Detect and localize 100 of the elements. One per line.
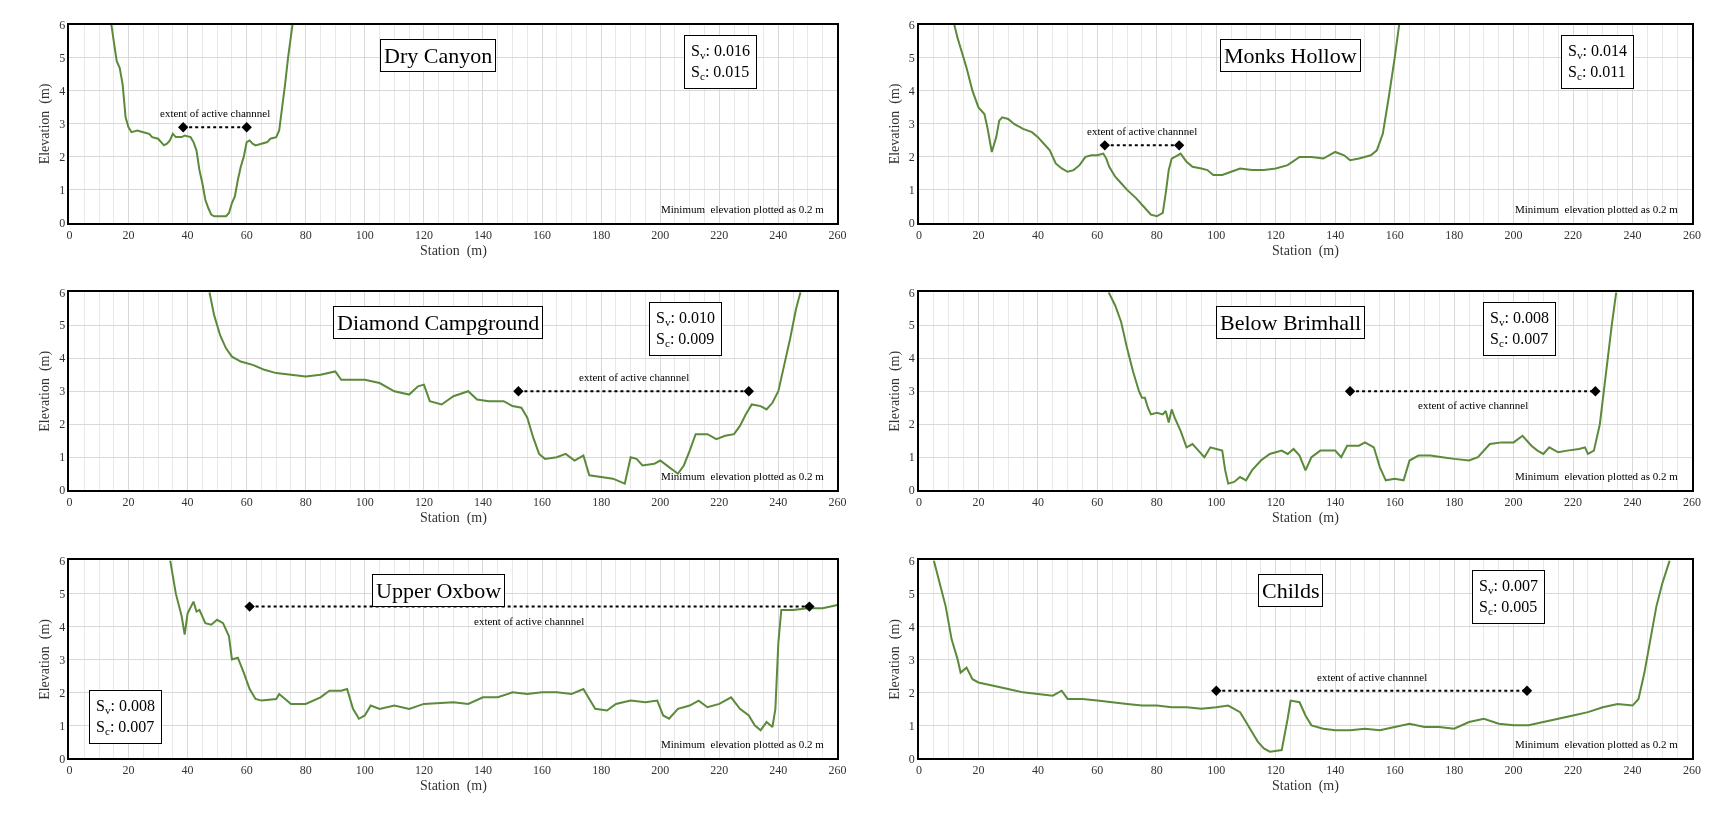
text: Monks Hollow	[1224, 43, 1357, 68]
annotation: extent of active channnel	[1317, 671, 1428, 683]
y-tick-label: 3	[908, 117, 915, 132]
text: Diamond Campground	[337, 310, 540, 335]
y-tick-label: 4	[908, 351, 915, 366]
y-tick-label: 0	[59, 751, 66, 766]
line-series	[110, 24, 294, 218]
x-tick-label: 20	[972, 495, 985, 510]
y-axis-title: Elevation (m)	[37, 350, 54, 432]
y-tick-label: 3	[59, 384, 66, 399]
y-tick-label: 2	[908, 417, 915, 432]
x-tick-label: 100	[355, 763, 374, 778]
text: Childs	[1262, 578, 1320, 603]
y-tick-label: 5	[908, 318, 915, 333]
y-tick-label: 5	[59, 586, 66, 601]
x-tick-label: 60	[240, 495, 253, 510]
x-tick-label: 240	[1623, 495, 1642, 510]
x-tick-label: 220	[710, 495, 729, 510]
y-tick-label: 4	[908, 84, 915, 99]
x-tick-label: 260	[828, 763, 847, 778]
y-tick-label: 1	[59, 450, 66, 465]
x-tick-label: 100	[355, 495, 374, 510]
x-tick-label: 40	[1031, 228, 1044, 243]
y-tick-label: 0	[59, 483, 66, 498]
x-tick-label: 180	[1445, 495, 1464, 510]
y-tick-label: 6	[908, 18, 915, 33]
line-series	[932, 560, 1671, 753]
x-tick-label: 80	[299, 495, 312, 510]
x-tick-label: 100	[1207, 228, 1226, 243]
y-tick-label: 1	[908, 718, 915, 733]
y-tick-label: 2	[59, 417, 66, 432]
y-tick-label: 6	[59, 285, 66, 300]
x-axis-title: Station (m)	[1272, 778, 1340, 795]
annotation: Minimum elevation plotted as 0.2 m	[661, 470, 825, 482]
x-axis-title: Station (m)	[419, 242, 488, 259]
x-tick-label: 80	[299, 763, 312, 778]
x-tick-label: 140	[473, 228, 492, 243]
x-tick-label: 140	[1326, 495, 1345, 510]
x-tick-label: 180	[592, 763, 611, 778]
x-tick-label: 60	[1091, 763, 1104, 778]
x-tick-label: 40	[181, 495, 194, 510]
x-tick-label: 220	[1564, 763, 1583, 778]
x-tick-label: 200	[651, 495, 670, 510]
x-tick-label: 240	[769, 228, 788, 243]
annotation: Minimum elevation plotted as 0.2 m	[1515, 470, 1679, 482]
y-tick-label: 2	[908, 150, 915, 165]
x-tick-label: 260	[1683, 495, 1702, 510]
x-tick-label: 120	[1266, 495, 1285, 510]
y-tick-label: 5	[908, 586, 915, 601]
x-tick-label: 60	[240, 228, 253, 243]
x-tick-label: 200	[651, 763, 670, 778]
x-tick-label: 40	[181, 228, 194, 243]
x-tick-label: 80	[1150, 763, 1163, 778]
text: Dry Canyon	[384, 43, 493, 68]
x-tick-label: 160	[1385, 763, 1404, 778]
x-tick-label: 200	[1504, 495, 1523, 510]
x-tick-label: 40	[1031, 495, 1044, 510]
x-tick-label: 160	[1385, 228, 1404, 243]
x-tick-label: 60	[1091, 228, 1104, 243]
x-tick-label: 40	[1031, 763, 1044, 778]
y-tick-label: 4	[908, 619, 915, 634]
y-tick-label: 3	[908, 652, 915, 667]
annotation: extent of active channnel	[474, 615, 585, 627]
annotation: S$_{v}$: 0.008 S$_{c}$: 0.007	[96, 697, 155, 738]
y-tick-label: 0	[59, 216, 66, 231]
text: Below Brimhall	[1220, 310, 1362, 335]
y-tick-label: 3	[59, 117, 66, 132]
annotation: extent of active channnel	[1418, 399, 1529, 411]
y-tick-label: 5	[908, 51, 915, 66]
y-tick-label: 4	[59, 619, 66, 634]
x-tick-label: 200	[1504, 763, 1523, 778]
y-tick-label: 2	[908, 685, 915, 700]
y-tick-label: 6	[59, 553, 66, 568]
x-tick-label: 180	[1445, 763, 1464, 778]
x-tick-label: 240	[769, 763, 788, 778]
x-tick-label: 180	[1445, 228, 1464, 243]
y-tick-label: 0	[908, 751, 915, 766]
x-tick-label: 220	[1564, 495, 1583, 510]
x-tick-label: 120	[1266, 228, 1285, 243]
y-tick-label: 6	[908, 553, 915, 568]
x-tick-label: 120	[414, 763, 433, 778]
y-tick-label: 3	[59, 652, 66, 667]
x-tick-label: 20	[122, 763, 135, 778]
annotation: Minimum elevation plotted as 0.2 m	[1515, 203, 1679, 215]
y-tick-label: 4	[59, 351, 66, 366]
y-tick-label: 1	[908, 450, 915, 465]
y-tick-label: 4	[59, 84, 66, 99]
y-tick-label: 2	[59, 685, 66, 700]
x-tick-label: 20	[122, 228, 135, 243]
annotation: Minimum elevation plotted as 0.2 m	[661, 738, 825, 750]
annotation: extent of active channnel	[579, 371, 690, 383]
annotation: Minimum elevation plotted as 0.2 m	[1515, 738, 1679, 750]
annotation: S$_{v}$: 0.014 S$_{c}$: 0.011	[1568, 42, 1627, 83]
annotation: S$_{v}$: 0.008 S$_{c}$: 0.007	[1490, 309, 1549, 350]
y-tick-label: 6	[908, 285, 915, 300]
x-tick-label: 260	[828, 495, 847, 510]
y-axis-title: Elevation (m)	[886, 618, 903, 700]
y-axis-title: Elevation (m)	[37, 83, 54, 165]
x-tick-label: 80	[1150, 495, 1163, 510]
x-tick-label: 120	[1266, 763, 1285, 778]
